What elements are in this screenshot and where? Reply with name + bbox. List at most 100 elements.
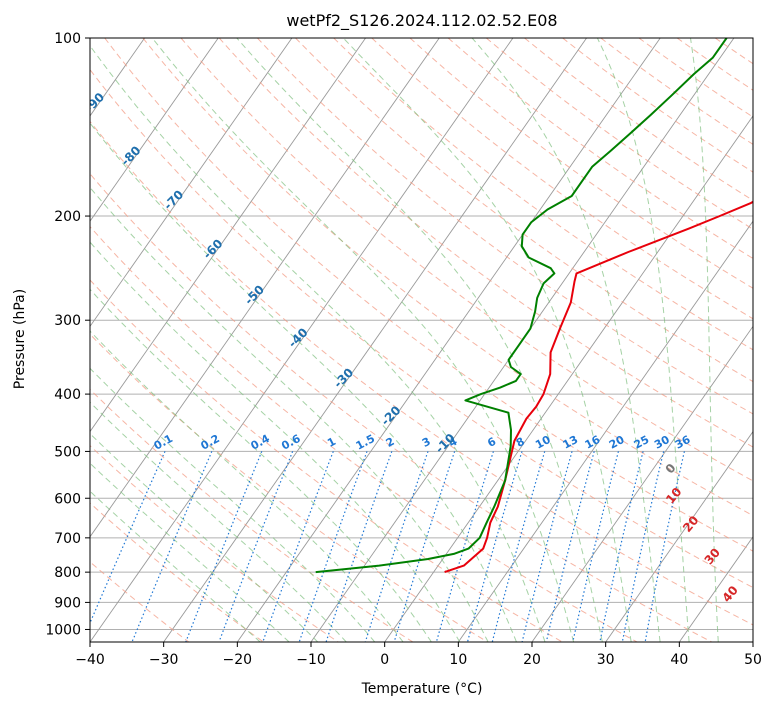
mixing-ratio-label: 1.5 <box>354 432 377 453</box>
mixing-ratio-line <box>545 451 595 642</box>
mixing-ratio-line <box>435 451 494 642</box>
mixing-ratio-label: 0.4 <box>249 432 273 453</box>
mixing-ratio-label: 25 <box>632 433 652 452</box>
mixing-ratio-line <box>131 451 213 642</box>
dry-adiabat <box>104 38 753 552</box>
x-tick-label: −20 <box>223 652 253 668</box>
x-tick-label: 40 <box>670 652 688 668</box>
mixing-ratio-line <box>491 451 546 642</box>
dry-adiabat <box>90 173 712 642</box>
mixing-ratio-line <box>364 451 429 642</box>
dry-adiabat <box>90 502 264 642</box>
isotherm-gridline <box>236 38 661 642</box>
dry-adiabat <box>90 333 488 642</box>
dry-adiabat <box>485 38 753 230</box>
isotherm-gridline <box>605 430 753 642</box>
y-tick-label: 200 <box>54 209 81 225</box>
dry-adiabat <box>333 38 753 351</box>
dry-adiabat <box>90 68 753 589</box>
y-tick-label: 400 <box>54 387 81 403</box>
isotherm-gridline <box>90 38 219 222</box>
x-tick-label: −40 <box>75 652 105 668</box>
x-tick-label: 30 <box>597 652 615 668</box>
y-tick-label: 600 <box>54 491 81 507</box>
isotherm-gridline <box>531 325 753 642</box>
dry-adiabat-label: -50 <box>242 282 267 307</box>
x-tick-label: −30 <box>149 652 179 668</box>
y-tick-label: 100 <box>54 31 81 47</box>
mixing-ratio-line <box>185 451 263 642</box>
isotherm-gridline <box>90 38 366 433</box>
x-tick-label: 0 <box>380 652 389 668</box>
moist-adiabat <box>90 241 461 642</box>
mixing-ratio-label: 0.1 <box>152 432 175 453</box>
dry-adiabat <box>714 38 753 65</box>
y-tick-label: 900 <box>54 595 81 611</box>
x-axis-label: Temperature (°C) <box>361 681 483 697</box>
chart-title: wetPf2_S126.2024.112.02.52.E08 <box>286 11 557 31</box>
dry-adiabat-label: -40 <box>285 325 310 350</box>
dry-adiabat <box>371 38 753 320</box>
mixing-ratio-label: 0.6 <box>279 432 303 453</box>
mixing-ratio-line <box>325 451 393 642</box>
dry-adiabat <box>409 38 753 289</box>
moist-adiabat <box>90 367 376 642</box>
dry-adiabat <box>90 444 339 642</box>
reference-line-labels: 0.1 0.2 0.4 0.6 1 1.5 2 3 4 6 8 10 13 16 20 25 30 36-100-… <box>82 90 741 605</box>
moist-adiabat <box>90 330 404 642</box>
x-tick-label: 20 <box>523 652 541 668</box>
x-tick-label: −10 <box>296 652 326 668</box>
moist-adiabat <box>90 432 319 642</box>
moist-adiabat <box>90 186 489 642</box>
moist-adiabat <box>596 38 690 642</box>
isotherm-gridline <box>163 38 587 642</box>
mixing-ratio-label: 1 <box>325 435 338 450</box>
x-tick-label: 50 <box>744 652 762 668</box>
isotherm-gridline <box>678 536 753 642</box>
mixing-ratio-line <box>572 451 619 642</box>
mixing-ratio-line <box>621 451 665 642</box>
y-axis-label: Pressure (hPa) <box>12 289 28 389</box>
moist-adiabat <box>342 38 632 642</box>
axes: −40 −30 −20 −10 0 10 20 30 40 5010020030040050060… <box>45 31 762 668</box>
mixing-ratio-label: 2 <box>384 435 397 450</box>
dry-adiabat <box>753 38 775 642</box>
dry-adiabat-label: -90 <box>82 90 107 115</box>
dry-adiabat-label: -80 <box>118 143 143 168</box>
moist-adiabat <box>90 44 546 642</box>
mixing-ratio-label: 6 <box>485 435 498 450</box>
dry-adiabat <box>142 38 753 517</box>
y-tick-label: 300 <box>54 313 81 329</box>
dry-adiabat <box>90 279 563 642</box>
dry-adiabat <box>257 38 753 415</box>
moist-adiabat <box>151 38 575 642</box>
moist-adiabat <box>236 38 603 642</box>
mixing-ratio-label: 16 <box>583 433 603 452</box>
dry-adiabat-label: -20 <box>378 403 403 428</box>
temperature-profile <box>444 200 753 574</box>
y-tick-label: 700 <box>54 531 81 547</box>
isotherm-gridline <box>0 38 71 642</box>
mixing-ratio-line <box>90 451 166 625</box>
moist-adiabat <box>90 288 432 642</box>
y-tick-label: 1000 <box>45 622 81 638</box>
isotherm-gridline <box>90 38 440 538</box>
moist-adiabat-label: 40 <box>719 583 740 605</box>
isotherm-gridline <box>457 220 753 642</box>
dry-adiabat <box>218 38 753 448</box>
y-tick-label: 500 <box>54 444 81 460</box>
y-tick-label: 800 <box>54 565 81 581</box>
moist-adiabat <box>471 38 661 642</box>
mixing-ratio-label: 36 <box>673 433 693 452</box>
moist-adiabat <box>90 122 517 642</box>
dry-adiabat <box>90 120 753 626</box>
reference-lines <box>0 38 775 642</box>
isotherm-gridline <box>752 641 753 642</box>
mixing-ratio-line <box>218 451 294 642</box>
mixing-ratio-line <box>599 451 644 642</box>
dry-adiabat-label: -70 <box>161 187 186 212</box>
dry-adiabat <box>676 38 753 91</box>
moist-adiabat <box>690 38 719 642</box>
mixing-ratio-label: 20 <box>607 433 627 452</box>
